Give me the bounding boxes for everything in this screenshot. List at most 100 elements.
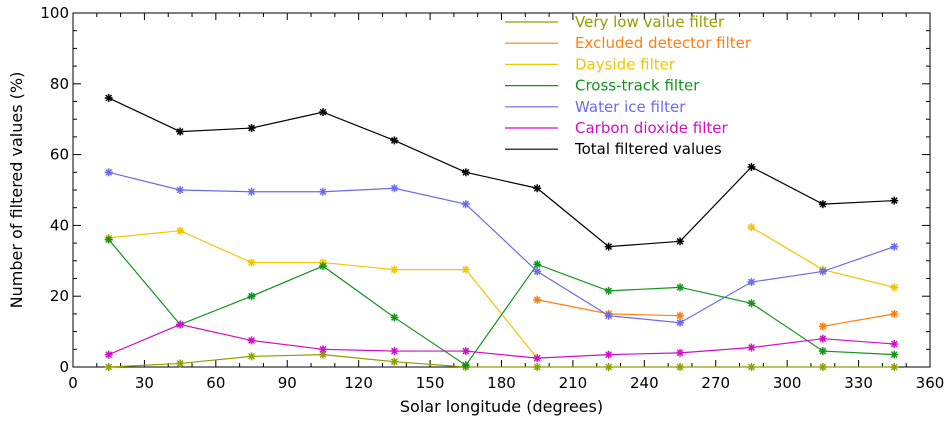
data-point xyxy=(890,242,899,251)
data-point xyxy=(747,223,756,232)
x-tick-label: 330 xyxy=(844,374,873,392)
data-point xyxy=(318,262,327,271)
data-point xyxy=(390,265,399,274)
data-point xyxy=(890,339,899,348)
legend-label: Cross-track filter xyxy=(575,77,700,95)
data-point xyxy=(533,267,542,276)
legend-label: Carbon dioxide filter xyxy=(575,119,728,137)
y-axis-label: Number of filtered values (%) xyxy=(7,72,26,309)
data-point xyxy=(176,359,185,368)
axes: 0 30 60 90 120 150 180 210 240 270 300 330 360 0 20 40 6… xyxy=(40,4,944,392)
x-tick-label: 180 xyxy=(487,374,516,392)
data-point xyxy=(890,283,899,292)
legend-item: Water ice filter xyxy=(505,98,686,116)
data-point xyxy=(676,363,685,371)
legend-item: Total filtered values xyxy=(505,140,722,158)
series-carbon-dioxide-filter xyxy=(104,320,899,363)
x-tick-label: 0 xyxy=(68,374,78,392)
x-tick-label: 360 xyxy=(916,374,945,392)
data-point xyxy=(461,347,470,356)
x-tick-label: 30 xyxy=(135,374,154,392)
series-line-excluded-detector-filter xyxy=(822,313,895,327)
data-point xyxy=(676,348,685,357)
x-tick-label: 150 xyxy=(416,374,445,392)
legend-item: Excluded detector filter xyxy=(505,34,752,52)
series-water-ice-filter xyxy=(104,168,899,327)
data-point xyxy=(818,334,827,343)
series-layer xyxy=(104,93,899,371)
x-tick-label: 120 xyxy=(344,374,373,392)
data-point xyxy=(176,186,185,194)
data-point xyxy=(533,363,542,371)
series-line-very-low-value-filter xyxy=(108,354,895,368)
data-point xyxy=(176,226,185,235)
data-point xyxy=(890,363,899,371)
legend: Very low value filter Excluded detector f… xyxy=(505,13,752,158)
data-point xyxy=(890,309,899,318)
data-point xyxy=(676,311,685,320)
data-point xyxy=(461,168,470,177)
legend-item: Dayside filter xyxy=(505,55,676,73)
legend-label: Dayside filter xyxy=(575,55,676,73)
data-point xyxy=(104,350,113,359)
legend-item: Cross-track filter xyxy=(505,77,700,95)
data-point xyxy=(747,363,756,371)
data-point xyxy=(604,311,613,320)
x-tick-label: 300 xyxy=(773,374,802,392)
data-point xyxy=(390,347,399,356)
data-point xyxy=(104,363,113,371)
legend-label: Total filtered values xyxy=(574,140,722,158)
data-point xyxy=(747,299,756,308)
data-point xyxy=(104,168,113,177)
data-point xyxy=(461,265,470,274)
x-tick-label: 90 xyxy=(278,374,297,392)
data-point xyxy=(461,200,470,209)
series-dayside-filter xyxy=(104,223,899,363)
data-point xyxy=(247,336,256,345)
data-point xyxy=(818,363,827,371)
data-point xyxy=(818,267,827,276)
data-point xyxy=(318,345,327,354)
data-point xyxy=(604,350,613,359)
x-tick-label: 240 xyxy=(630,374,659,392)
data-point xyxy=(461,361,470,370)
series-excluded-detector-filter xyxy=(533,295,899,331)
data-point xyxy=(104,235,113,244)
data-point xyxy=(318,187,327,196)
series-line-carbon-dioxide-filter xyxy=(108,323,895,359)
data-point xyxy=(818,322,827,331)
data-point xyxy=(818,347,827,356)
data-point xyxy=(533,354,542,363)
data-point xyxy=(890,196,899,205)
y-tick-label: 40 xyxy=(50,216,69,234)
data-point xyxy=(247,187,256,196)
data-point xyxy=(390,357,399,366)
y-tick-label: 20 xyxy=(50,287,69,305)
data-point xyxy=(676,237,685,246)
legend-item: Very low value filter xyxy=(505,13,725,31)
data-point xyxy=(247,352,256,361)
legend-label: Very low value filter xyxy=(575,13,725,31)
data-point xyxy=(318,108,327,117)
data-point xyxy=(747,162,756,171)
y-tick-label: 60 xyxy=(50,146,69,164)
legend-label: Water ice filter xyxy=(575,98,686,116)
data-point xyxy=(604,242,613,251)
series-line-dayside-filter xyxy=(108,230,538,359)
series-cross-track-filter xyxy=(104,235,899,370)
legend-label: Excluded detector filter xyxy=(575,34,752,52)
data-point xyxy=(390,136,399,145)
data-point xyxy=(104,93,113,102)
data-point xyxy=(390,313,399,322)
series-line-total-filtered-values xyxy=(108,97,895,248)
x-tick-label: 60 xyxy=(206,374,225,392)
y-tick-label: 100 xyxy=(40,4,69,22)
data-point xyxy=(533,184,542,193)
data-point xyxy=(676,283,685,292)
data-point xyxy=(533,295,542,304)
data-point xyxy=(176,127,185,136)
legend-item: Carbon dioxide filter xyxy=(505,119,728,137)
series-total-filtered-values xyxy=(104,93,899,251)
